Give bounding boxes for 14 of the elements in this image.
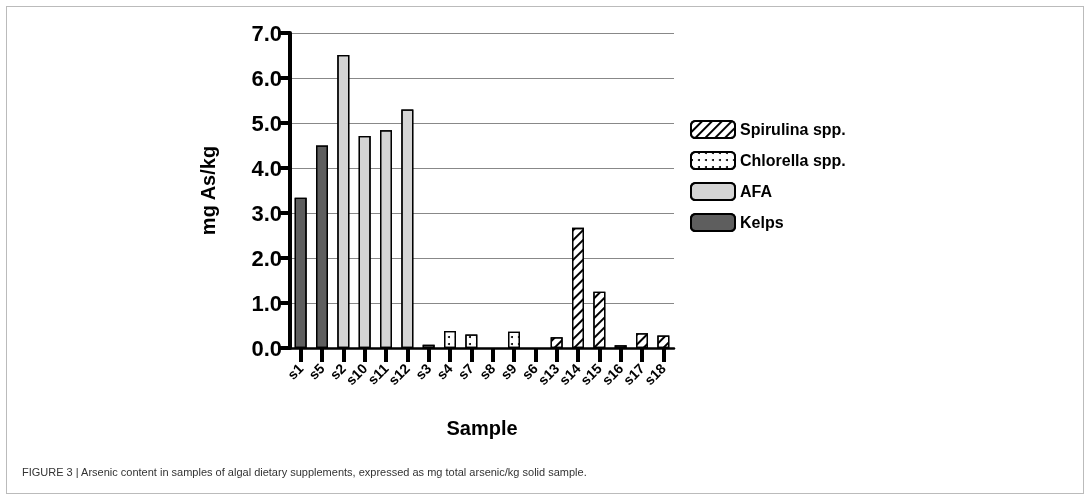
x-tick-label: s3 (412, 360, 435, 383)
legend-label: Kelps (740, 214, 784, 231)
legend-label: Spirulina spp. (740, 121, 846, 138)
legend-label: AFA (740, 183, 773, 200)
x-tick-label: s1 (284, 360, 307, 383)
x-tick-label: s7 (454, 360, 478, 383)
legend-label: Chlorella spp. (740, 152, 846, 169)
x-tick-label: s5 (305, 360, 328, 383)
x-tick-label: s4 (433, 360, 456, 383)
y-axis-title: mg As/kg (197, 145, 219, 236)
x-tick-label: s9 (497, 360, 520, 383)
caption: FIGURE 3 | Arsenic content in samples of algal dietary supplements, expressed as mg total arsenic/kg solid sample. (22, 466, 587, 478)
x-tick-label: s8 (476, 360, 499, 383)
x-axis-title: Sample (446, 417, 518, 439)
